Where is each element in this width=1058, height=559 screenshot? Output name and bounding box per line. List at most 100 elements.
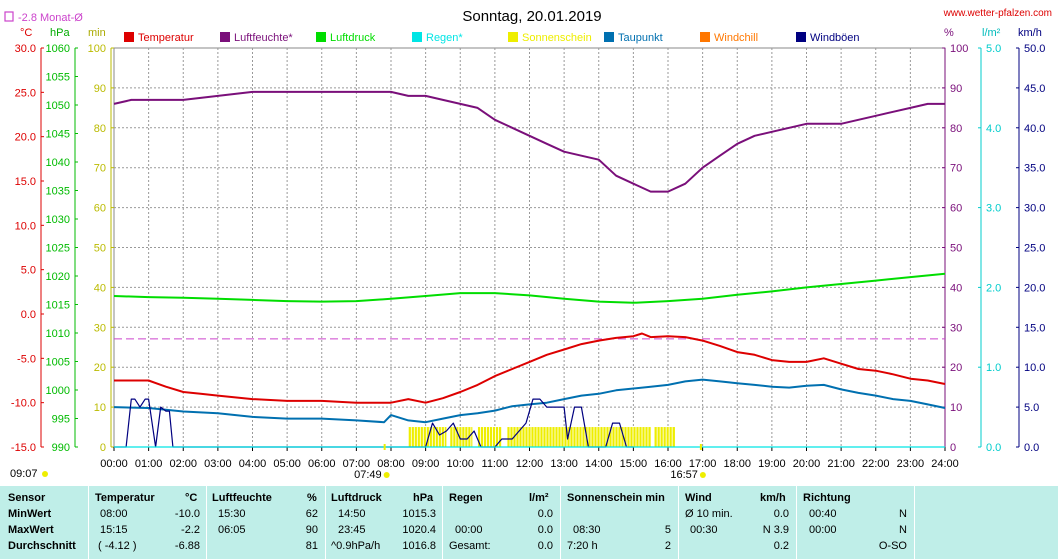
legend-label: Temperatur — [138, 32, 194, 44]
humidity-tick-label: 40 — [950, 282, 962, 294]
wind-tick-label: 10.0 — [1024, 362, 1045, 374]
temperature-unit: °C — [185, 492, 198, 504]
temperature-min: -10.0 — [174, 508, 200, 520]
sunshine-header: Sonnenschein min — [567, 492, 665, 504]
x-tick-label: 08:00 — [377, 458, 405, 470]
month-avg-icon — [4, 11, 14, 22]
sunshine-tick-label: 80 — [94, 123, 106, 135]
wind-tick-label: 25.0 — [1024, 243, 1045, 255]
sunshine-avg: 2 — [664, 540, 671, 552]
rain-avg-label: Gesamt: — [449, 540, 491, 552]
sunset-time-label: 16:57 — [670, 469, 698, 481]
humidity-tick-label: 100 — [950, 43, 968, 55]
x-tick-label: 21:00 — [827, 458, 855, 470]
weather-chart: Sonntag, 20.01.2019 www.wetter-pfalzen.c… — [4, 8, 1052, 481]
wind-max: N 3.9 — [762, 524, 789, 536]
wind-min-label: Ø 10 min. — [685, 508, 733, 520]
temperature-avg: -6.88 — [174, 540, 200, 552]
humidity-unit: % — [307, 492, 317, 504]
x-tick-label: 19:00 — [758, 458, 786, 470]
temperature-tick-label: 25.0 — [15, 87, 36, 99]
pressure-tick-label: 1040 — [46, 157, 70, 169]
chart-legend: Temperatur Luftfeuchte* Luftdruck Regen* Son… — [124, 32, 860, 44]
x-tick-label: 16:00 — [654, 458, 682, 470]
direction-max: N — [899, 524, 907, 536]
humidity-max-time: 06:05 — [218, 524, 246, 536]
pressure-tick-label: 1000 — [46, 385, 70, 397]
x-tick-label: 06:00 — [308, 458, 336, 470]
legend-swatch — [700, 32, 710, 42]
pressure-tick-label: 990 — [52, 442, 70, 454]
sensor-header: Sensor — [8, 492, 46, 504]
wind-tick-label: 20.0 — [1024, 282, 1045, 294]
sunshine-bars — [407, 427, 675, 447]
rain-avg: 0.0 — [537, 540, 553, 552]
pressure-tick-label: 1035 — [46, 186, 70, 198]
axes: 30.0 25.0 20.0 15.0 10.0 5.0 0.0 -5.0 -10.0 -15.0… — [11, 43, 1046, 470]
pressure-tick-label: 1020 — [46, 271, 70, 283]
wind-tick-label: 45.0 — [1024, 83, 1045, 95]
series-windböen-line — [114, 398, 634, 448]
rain-tick-label: 0.0 — [986, 442, 1001, 454]
wind-tick-label: 5.0 — [1024, 402, 1039, 414]
unit-celsius: °C — [20, 27, 32, 39]
legend-swatch — [604, 32, 614, 42]
unit-min: min — [88, 27, 106, 39]
legend-label: Windböen — [810, 32, 860, 44]
rain-tick-label: 2.0 — [986, 282, 1001, 294]
temperature-max-time: 15:15 — [100, 524, 128, 536]
wind-avg: 0.2 — [773, 540, 789, 552]
site-link[interactable]: www.wetter-pfalzen.com — [943, 8, 1052, 19]
humidity-tick-label: 60 — [950, 203, 962, 215]
temperature-tick-label: -15.0 — [11, 442, 36, 454]
sunshine-tick-label: 100 — [88, 43, 106, 55]
x-tick-label: 00:00 — [100, 458, 128, 470]
rain-min: 0.0 — [537, 508, 553, 520]
pressure-tick-label: 1050 — [46, 100, 70, 112]
sunshine-avg-extra: 7:20 h — [567, 540, 598, 552]
x-tick-label: 14:00 — [585, 458, 613, 470]
sunshine-tick-label: 0 — [100, 442, 106, 454]
series-luftdruck-line — [113, 272, 946, 304]
rain-tick-label: 4.0 — [986, 123, 1001, 135]
rain-max: 0.0 — [537, 524, 553, 536]
temperature-tick-label: 10.0 — [15, 220, 36, 232]
legend-swatch — [316, 32, 326, 42]
direction-header: Richtung — [803, 492, 851, 504]
direction-min: N — [899, 508, 907, 520]
pressure-min-time: 14:50 — [338, 508, 366, 520]
pressure-tick-label: 1015 — [46, 300, 70, 312]
sunrise-time-label: 07:49 — [354, 469, 382, 481]
sunset-time-sun-icon — [699, 472, 706, 478]
sunshine-block — [654, 427, 675, 447]
pressure-min: 1015.3 — [402, 508, 436, 520]
x-tick-label: 23:00 — [897, 458, 925, 470]
legend-label: Luftfeuchte* — [234, 32, 293, 44]
unit-hpa: hPa — [50, 27, 70, 39]
series-taupunkt-line — [113, 378, 946, 424]
temperature-min-time: 08:00 — [100, 508, 128, 520]
x-tick-label: 15:00 — [620, 458, 648, 470]
avg-row-label: Durchschnitt — [8, 540, 76, 552]
temperature-tick-label: -10.0 — [11, 398, 36, 410]
x-tick-label: 03:00 — [204, 458, 232, 470]
sunshine-max-time: 08:30 — [573, 524, 601, 536]
humidity-header: Luftfeuchte — [212, 492, 272, 504]
legend-label: Taupunkt — [618, 32, 663, 44]
sunshine-tick-label: 50 — [94, 243, 106, 255]
wind-tick-label: 50.0 — [1024, 43, 1045, 55]
humidity-max: 90 — [305, 524, 318, 536]
direction-avg: O-SO — [878, 540, 907, 552]
sunshine-tick-label: 20 — [94, 362, 106, 374]
temperature-tick-label: 5.0 — [21, 265, 36, 277]
rain-unit: l/m² — [529, 492, 549, 504]
statistics-table: Sensor Temperatur °C Luftfeuchte % Luftd… — [0, 486, 1058, 559]
legend-swatch — [412, 32, 422, 42]
series-luftfeuchte-line — [113, 90, 945, 193]
x-tick-label: 12:00 — [516, 458, 544, 470]
stats-max-row: MaxWert 15:15 -2.2 06:05 90 23:45 1020.4… — [0, 522, 1058, 538]
wind-tick-label: 30.0 — [1024, 203, 1045, 215]
pressure-tick-label: 1055 — [46, 72, 70, 84]
humidity-tick-label: 0 — [950, 442, 956, 454]
sunshine-block — [408, 427, 447, 447]
